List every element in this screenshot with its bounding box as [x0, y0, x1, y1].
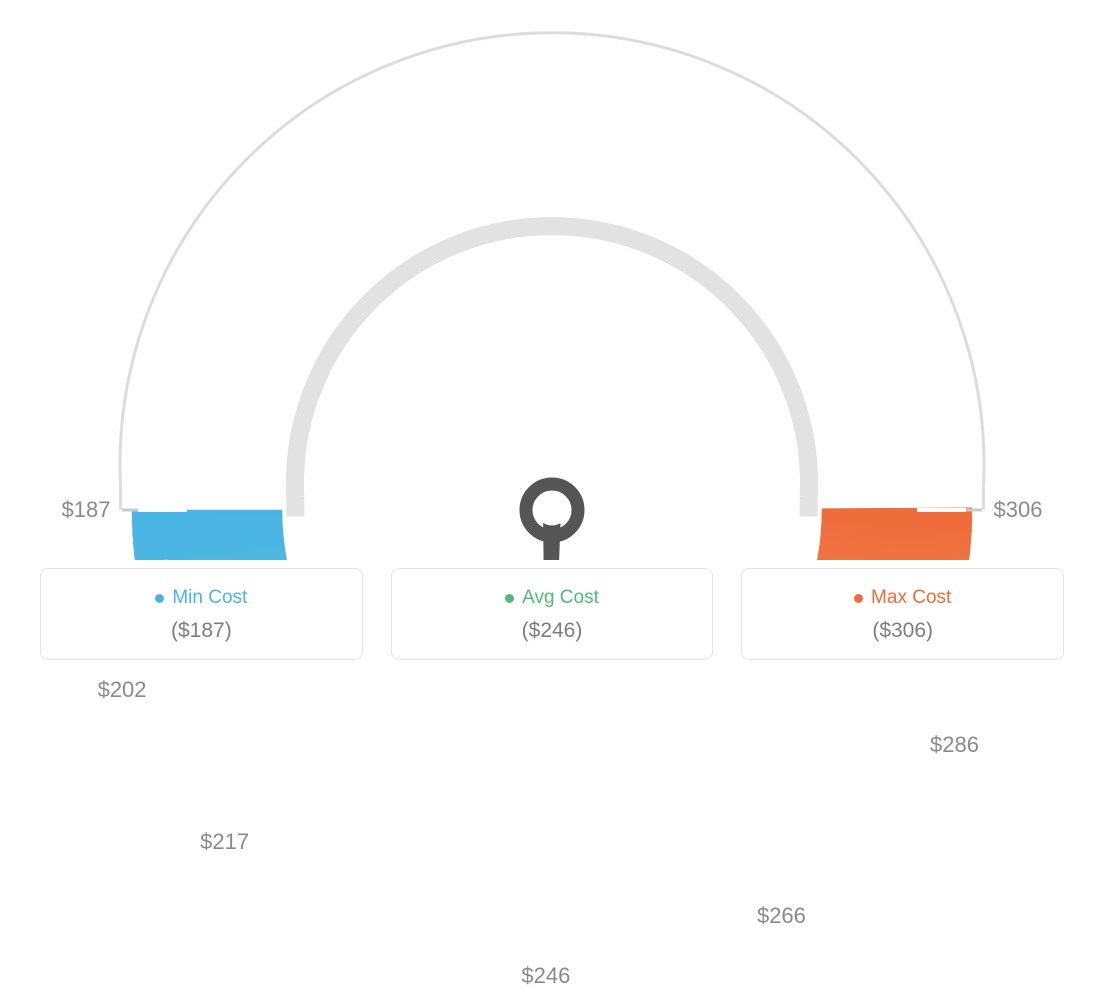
- cost-gauge-chart: $187$202$217$246$266$286$306 Min Cost ($…: [0, 0, 1104, 690]
- min-cost-title: Min Cost: [155, 587, 247, 609]
- gauge-tick-label: $246: [521, 963, 570, 989]
- avg-cost-title: Avg Cost: [505, 587, 599, 609]
- gauge-tick-label: $306: [994, 497, 1043, 523]
- max-dot-icon: [854, 594, 863, 603]
- gauge-tick-label: $266: [757, 903, 806, 929]
- avg-dot-icon: [505, 594, 514, 603]
- min-cost-card: Min Cost ($187): [40, 568, 363, 660]
- min-cost-value: ($187): [51, 619, 352, 643]
- min-dot-icon: [155, 594, 164, 603]
- avg-cost-value: ($246): [402, 619, 703, 643]
- avg-cost-card: Avg Cost ($246): [391, 568, 714, 660]
- max-cost-title: Max Cost: [854, 587, 951, 609]
- max-cost-value: ($306): [752, 619, 1053, 643]
- max-cost-label: Max Cost: [871, 587, 951, 609]
- summary-cards: Min Cost ($187) Avg Cost ($246) Max Cost…: [40, 568, 1064, 660]
- avg-cost-label: Avg Cost: [522, 587, 599, 609]
- gauge-area: $187$202$217$246$266$286$306: [0, 0, 1104, 560]
- gauge-tick-label: $286: [930, 732, 979, 758]
- gauge-svg: [0, 0, 1104, 560]
- min-cost-label: Min Cost: [172, 587, 247, 609]
- max-cost-card: Max Cost ($306): [741, 568, 1064, 660]
- gauge-tick-label: $187: [62, 497, 111, 523]
- gauge-tick-label: $217: [200, 829, 249, 855]
